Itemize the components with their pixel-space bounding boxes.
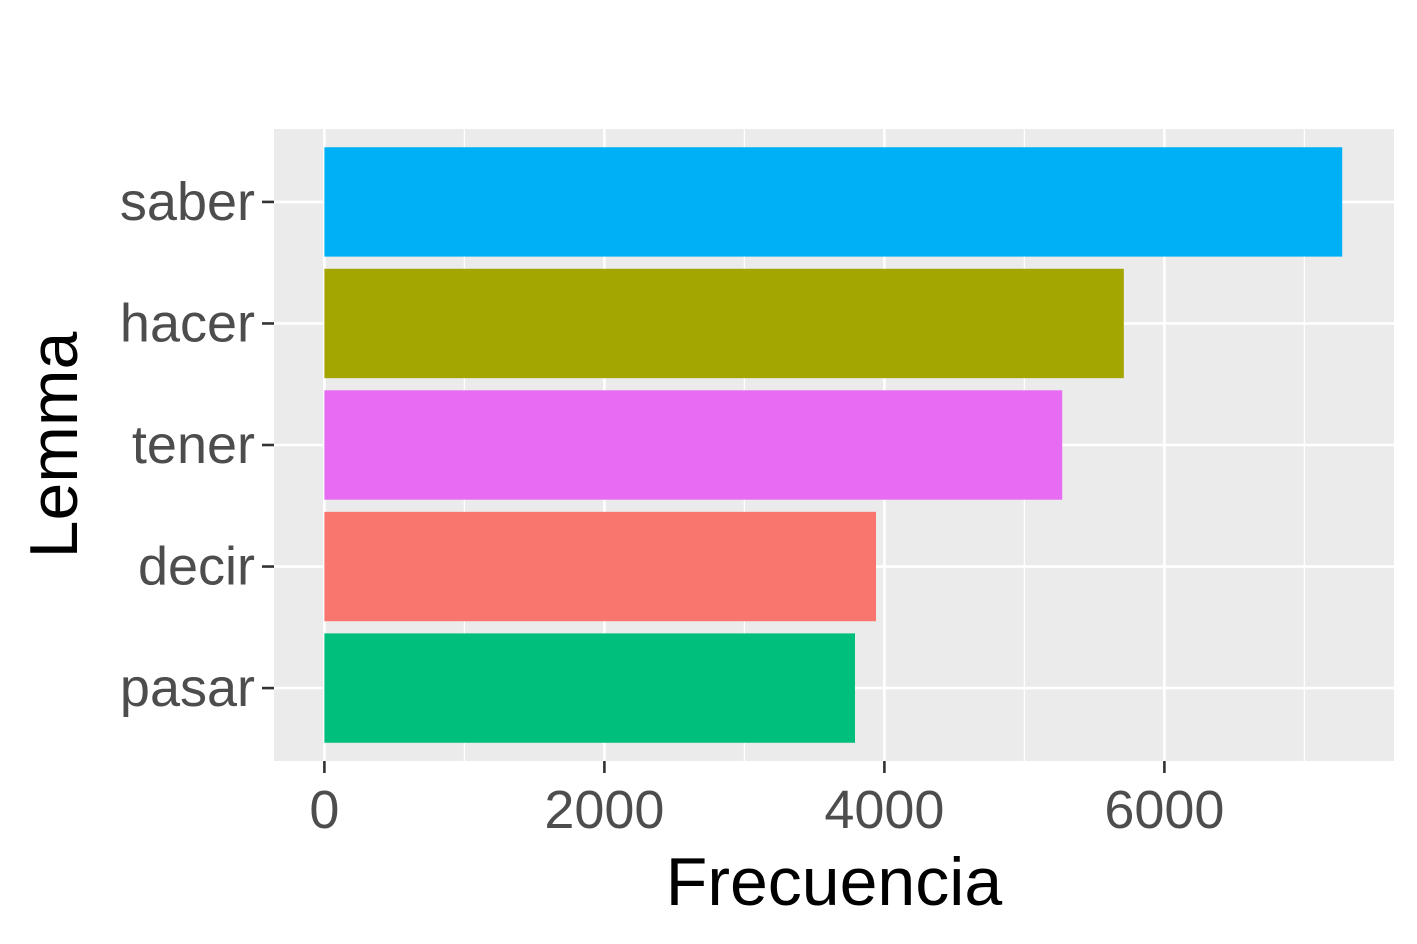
- x-tick-label: 4000: [824, 780, 944, 840]
- y-tick-label: hacer: [120, 293, 255, 353]
- bar-decir: [324, 511, 876, 622]
- y-tick-label: decir: [138, 537, 255, 597]
- y-tick-label: pasar: [120, 658, 255, 718]
- bar-pasar: [324, 633, 855, 743]
- x-tick-label: 6000: [1104, 780, 1224, 840]
- x-axis-title: Frecuencia: [666, 844, 1003, 920]
- y-axis-title: Lemma: [16, 331, 92, 558]
- x-tick-label: 0: [309, 780, 339, 840]
- bar-saber: [324, 147, 1343, 257]
- bar-hacer: [324, 268, 1124, 379]
- x-tick-label: 2000: [544, 780, 664, 840]
- x-axis: 0 2000 4000 6000: [309, 761, 1224, 840]
- bar-tener: [324, 390, 1063, 500]
- y-tick-label: saber: [120, 172, 255, 232]
- y-tick-label: tener: [132, 415, 255, 475]
- bars: [324, 147, 1343, 743]
- y-axis: saber hacer tener decir pasar: [120, 172, 274, 718]
